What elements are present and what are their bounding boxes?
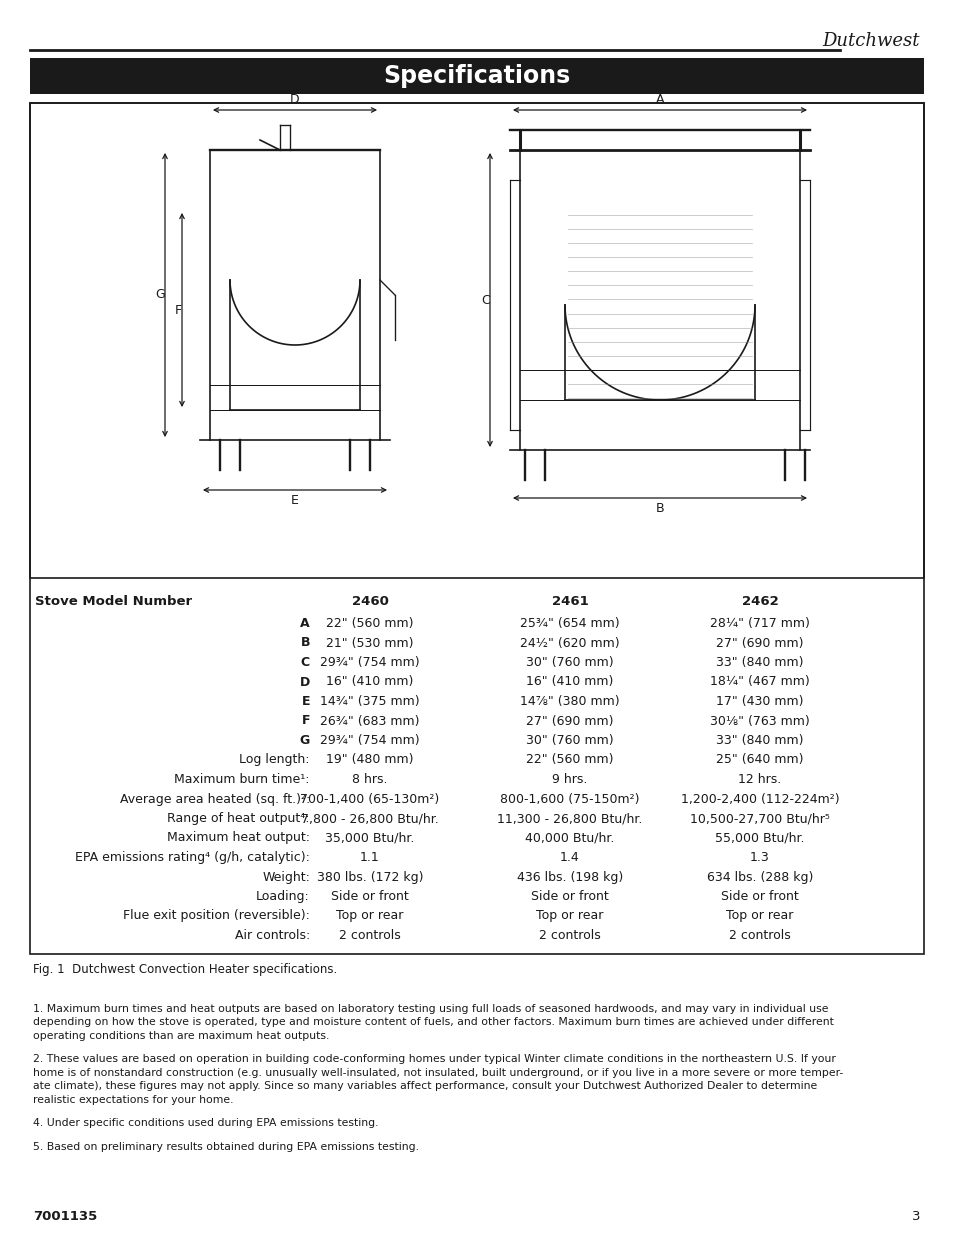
Text: 5. Based on preliminary results obtained during EPA emissions testing.: 5. Based on preliminary results obtained…: [33, 1141, 418, 1151]
Text: Air controls:: Air controls:: [234, 929, 310, 942]
Text: Side or front: Side or front: [531, 890, 608, 903]
Text: 8 hrs.: 8 hrs.: [352, 773, 387, 785]
Text: 40,000 Btu/hr.: 40,000 Btu/hr.: [525, 831, 614, 845]
Text: Top or rear: Top or rear: [336, 909, 403, 923]
Text: C: C: [300, 656, 310, 669]
Text: 3: 3: [910, 1210, 919, 1223]
Text: F: F: [174, 304, 182, 316]
Text: 19" (480 mm): 19" (480 mm): [326, 753, 414, 767]
Text: 30⅛" (763 mm): 30⅛" (763 mm): [709, 715, 809, 727]
Text: 22" (560 mm): 22" (560 mm): [526, 753, 613, 767]
Bar: [30, 103, 923, 578]
Text: 18¼" (467 mm): 18¼" (467 mm): [709, 676, 809, 688]
Text: Maximum burn time¹:: Maximum burn time¹:: [174, 773, 310, 785]
Text: 33" (840 mm): 33" (840 mm): [716, 734, 803, 747]
Text: D: D: [299, 676, 310, 688]
Text: 436 lbs. (198 kg): 436 lbs. (198 kg): [517, 871, 622, 883]
Text: C: C: [480, 294, 490, 306]
Text: 2 controls: 2 controls: [728, 929, 790, 942]
Text: Average area heated (sq. ft.)²:: Average area heated (sq. ft.)²:: [120, 793, 310, 805]
Text: 634 lbs. (288 kg): 634 lbs. (288 kg): [706, 871, 812, 883]
Text: 28¼" (717 mm): 28¼" (717 mm): [709, 618, 809, 630]
Text: 29¾" (754 mm): 29¾" (754 mm): [320, 734, 419, 747]
Text: 800-1,600 (75-150m²): 800-1,600 (75-150m²): [499, 793, 639, 805]
Text: 17" (430 mm): 17" (430 mm): [716, 695, 803, 708]
Text: 14⅞" (380 mm): 14⅞" (380 mm): [519, 695, 619, 708]
Text: 2 controls: 2 controls: [538, 929, 600, 942]
Text: D: D: [290, 93, 299, 106]
Text: 1.4: 1.4: [559, 851, 579, 864]
Text: B: B: [655, 501, 663, 515]
Text: 2461: 2461: [551, 595, 588, 608]
Text: EPA emissions rating⁴ (g/h, catalytic):: EPA emissions rating⁴ (g/h, catalytic):: [75, 851, 310, 864]
Text: 7001135: 7001135: [33, 1210, 97, 1223]
Text: Top or rear: Top or rear: [725, 909, 793, 923]
Text: 1,200-2,400 (112-224m²): 1,200-2,400 (112-224m²): [680, 793, 839, 805]
Bar: [30, 58, 923, 94]
Text: 30" (760 mm): 30" (760 mm): [526, 656, 613, 669]
Text: 24½" (620 mm): 24½" (620 mm): [519, 636, 619, 650]
Text: B: B: [300, 636, 310, 650]
Text: A: A: [655, 93, 663, 106]
Text: 29¾" (754 mm): 29¾" (754 mm): [320, 656, 419, 669]
Text: Top or rear: Top or rear: [536, 909, 603, 923]
Text: F: F: [301, 715, 310, 727]
Text: 25" (640 mm): 25" (640 mm): [716, 753, 803, 767]
Text: Side or front: Side or front: [720, 890, 798, 903]
Text: G: G: [299, 734, 310, 747]
Text: 7,800 - 26,800 Btu/hr.: 7,800 - 26,800 Btu/hr.: [301, 811, 438, 825]
Text: 16" (410 mm): 16" (410 mm): [326, 676, 414, 688]
Text: 11,300 - 26,800 Btu/hr.: 11,300 - 26,800 Btu/hr.: [497, 811, 642, 825]
Text: 2 controls: 2 controls: [338, 929, 400, 942]
Text: A: A: [300, 618, 310, 630]
Text: 12 hrs.: 12 hrs.: [738, 773, 781, 785]
Text: 380 lbs. (172 kg): 380 lbs. (172 kg): [316, 871, 423, 883]
Text: Stove Model Number: Stove Model Number: [35, 595, 192, 608]
Bar: [30, 103, 923, 953]
Text: Log length:: Log length:: [239, 753, 310, 767]
Text: Fig. 1  Dutchwest Convection Heater specifications.: Fig. 1 Dutchwest Convection Heater speci…: [33, 962, 337, 976]
Text: Weight:: Weight:: [262, 871, 310, 883]
Text: 4. Under specific conditions used during EPA emissions testing.: 4. Under specific conditions used during…: [33, 1118, 378, 1128]
Text: 700-1,400 (65-130m²): 700-1,400 (65-130m²): [300, 793, 439, 805]
Text: 10,500-27,700 Btu/hr⁵: 10,500-27,700 Btu/hr⁵: [689, 811, 829, 825]
Text: G: G: [155, 289, 165, 301]
Text: 55,000 Btu/hr.: 55,000 Btu/hr.: [715, 831, 804, 845]
Text: 27" (690 mm): 27" (690 mm): [716, 636, 803, 650]
Text: 27" (690 mm): 27" (690 mm): [526, 715, 613, 727]
Text: 2460: 2460: [352, 595, 388, 608]
Text: Maximum heat output:: Maximum heat output:: [167, 831, 310, 845]
Text: Specifications: Specifications: [383, 64, 570, 88]
Text: Flue exit position (reversible):: Flue exit position (reversible):: [123, 909, 310, 923]
Text: 30" (760 mm): 30" (760 mm): [526, 734, 613, 747]
Text: 22" (560 mm): 22" (560 mm): [326, 618, 414, 630]
Text: 9 hrs.: 9 hrs.: [552, 773, 587, 785]
Text: Range of heat output⁴:: Range of heat output⁴:: [168, 811, 310, 825]
Text: 1. Maximum burn times and heat outputs are based on laboratory testing using ful: 1. Maximum burn times and heat outputs a…: [33, 1004, 833, 1041]
Text: Side or front: Side or front: [331, 890, 409, 903]
Text: 2. These values are based on operation in building code-conforming homes under t: 2. These values are based on operation i…: [33, 1053, 842, 1105]
Text: 33" (840 mm): 33" (840 mm): [716, 656, 803, 669]
Text: 14¾" (375 mm): 14¾" (375 mm): [320, 695, 419, 708]
Text: 26¾" (683 mm): 26¾" (683 mm): [320, 715, 419, 727]
Text: 2462: 2462: [740, 595, 778, 608]
Text: E: E: [301, 695, 310, 708]
Text: 16" (410 mm): 16" (410 mm): [526, 676, 613, 688]
Text: 21" (530 mm): 21" (530 mm): [326, 636, 414, 650]
Text: Loading:: Loading:: [256, 890, 310, 903]
Text: E: E: [291, 494, 298, 508]
Text: 1.1: 1.1: [359, 851, 379, 864]
Text: Dutchwest: Dutchwest: [821, 32, 919, 49]
Text: 35,000 Btu/hr.: 35,000 Btu/hr.: [325, 831, 415, 845]
Text: 1.3: 1.3: [749, 851, 769, 864]
Text: 25¾" (654 mm): 25¾" (654 mm): [519, 618, 619, 630]
